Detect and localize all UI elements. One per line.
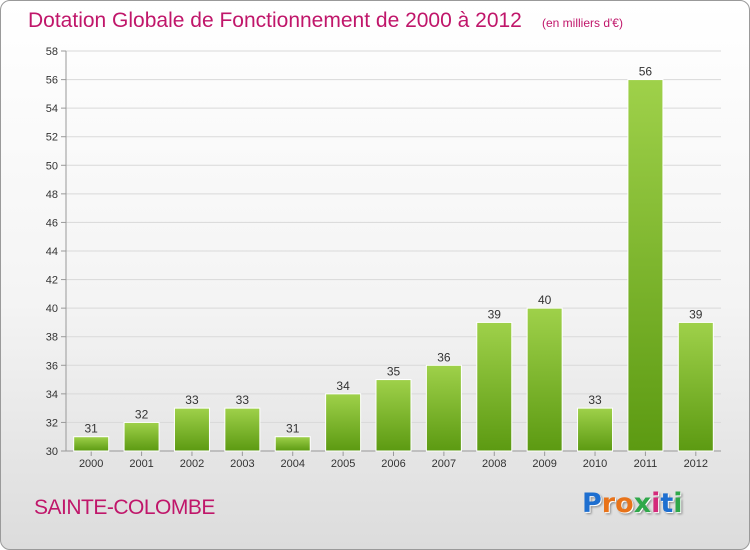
proxiti-logo-icon[interactable]: Proxiti	[582, 488, 692, 528]
y-tick-label: 44	[46, 246, 58, 258]
commune-name: SAINTE-COLOMBE	[34, 496, 215, 519]
labels: 30 32 34 36 38 40 42 44 46 48 50 52 54 56 58 31 2000 32 20…	[46, 46, 708, 470]
bar-value-label: 35	[387, 365, 401, 379]
logo-letter: t	[660, 488, 674, 519]
bar	[375, 379, 412, 452]
y-tick-label: 32	[46, 417, 58, 429]
x-tick-label: 2001	[129, 458, 153, 470]
y-tick-label: 30	[46, 446, 58, 458]
bar	[173, 407, 210, 452]
bar	[627, 79, 664, 452]
bar-value-label: 36	[437, 350, 451, 364]
bar	[123, 421, 160, 452]
logo-letter: x	[633, 488, 652, 519]
y-tick-label: 46	[46, 217, 58, 229]
x-tick-label: 2005	[331, 458, 355, 470]
bar-value-label: 31	[286, 422, 300, 436]
bar-value-label: 33	[185, 393, 199, 407]
y-tick-label: 38	[46, 332, 58, 344]
bar-value-label: 33	[236, 393, 250, 407]
y-tick-label: 58	[46, 46, 58, 58]
bar-value-label: 39	[488, 307, 502, 321]
bar	[577, 407, 614, 452]
x-tick-label: 2008	[482, 458, 506, 470]
bar	[526, 307, 563, 452]
bar-value-label: 56	[639, 65, 653, 79]
x-tick-label: 2010	[583, 458, 607, 470]
y-tick-label: 50	[46, 160, 58, 172]
y-tick-label: 42	[46, 275, 58, 287]
y-tick-label: 48	[46, 189, 58, 201]
bar-value-label: 33	[588, 393, 602, 407]
bar	[73, 436, 110, 452]
y-tick-label: 36	[46, 360, 58, 372]
x-tick-label: 2011	[634, 458, 658, 470]
bar-value-label: 31	[85, 422, 99, 436]
logo-letter: P	[582, 488, 602, 519]
bar-value-label: 32	[135, 407, 149, 421]
x-tick-label: 2002	[180, 458, 204, 470]
bar-value-label: 34	[336, 379, 350, 393]
x-tick-label: 2007	[432, 458, 456, 470]
bar	[325, 393, 362, 452]
x-tick-label: 2004	[280, 458, 304, 470]
y-tick-label: 40	[46, 303, 58, 315]
x-tick-label: 2000	[79, 458, 103, 470]
bar	[476, 321, 513, 452]
x-tick-label: 2006	[381, 458, 405, 470]
logo-letter: i	[651, 488, 661, 519]
logo-letter: i	[673, 488, 683, 519]
chart-unit: (en milliers d'€)	[542, 16, 623, 30]
bar	[224, 407, 261, 452]
bar-value-label: 40	[538, 293, 552, 307]
y-tick-label: 52	[46, 132, 58, 144]
x-tick-label: 2009	[532, 458, 556, 470]
x-tick-label: 2003	[230, 458, 254, 470]
chart-title: Dotation Globale de Fonctionnement de 20…	[28, 9, 522, 32]
x-tick-label: 2012	[684, 458, 708, 470]
bar	[425, 364, 462, 452]
y-tick-label: 54	[46, 103, 58, 115]
logo-letter: o	[615, 488, 634, 519]
bar	[677, 321, 714, 452]
logo-letter: r	[601, 488, 616, 519]
y-tick-label: 34	[46, 389, 58, 401]
y-tick-label: 56	[46, 75, 58, 87]
bar-value-label: 39	[689, 307, 703, 321]
bar	[274, 436, 311, 452]
bars	[73, 79, 714, 452]
